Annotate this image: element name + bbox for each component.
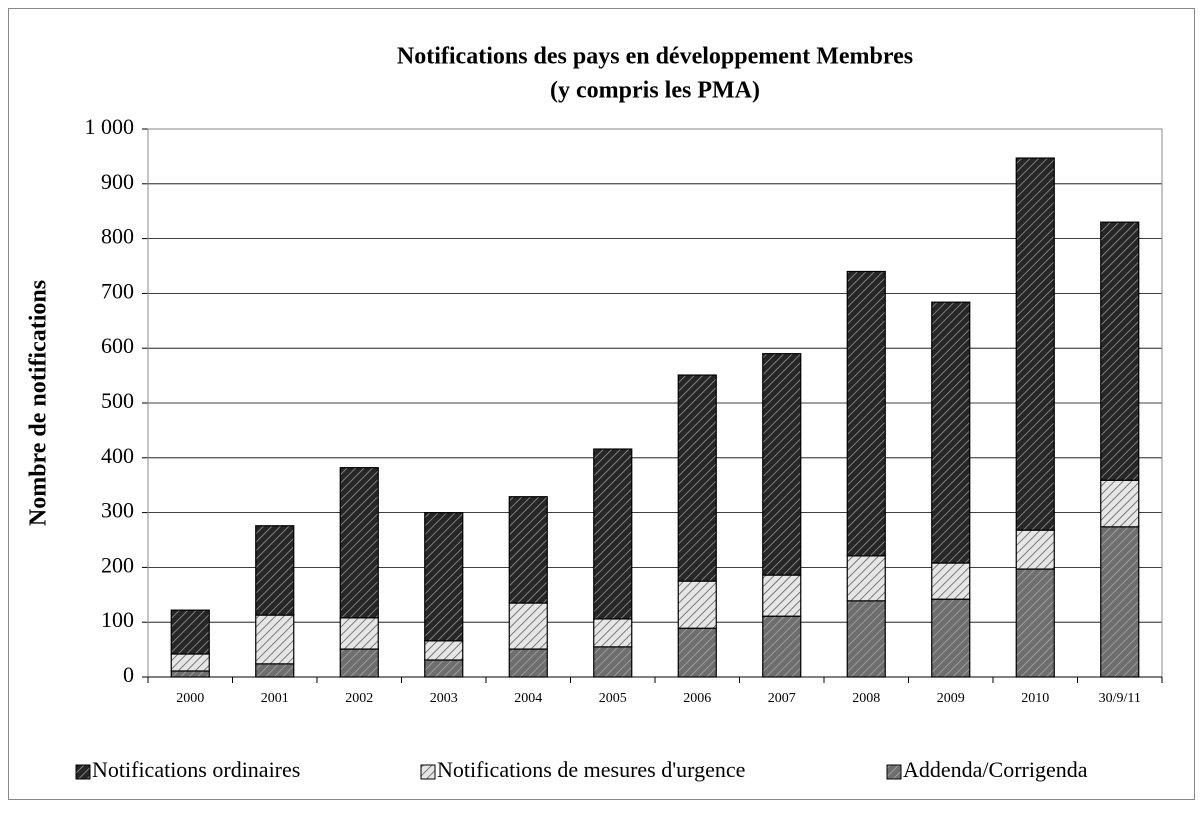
legend-swatch	[886, 764, 902, 780]
bar-segment	[1100, 526, 1140, 678]
x-tick-label: 2004	[514, 691, 542, 706]
bar-segment	[255, 663, 295, 678]
y-axis-label: Nombre de notifications	[26, 280, 52, 526]
bar-segment	[593, 448, 633, 620]
bar-segment	[170, 609, 210, 655]
x-tick-label: 2006	[683, 691, 711, 706]
bar-segment	[508, 496, 548, 604]
y-tick-label: 500	[101, 388, 134, 413]
legend-swatch	[420, 764, 436, 780]
x-tick-label: 2009	[937, 691, 965, 706]
y-tick-label: 300	[101, 498, 134, 523]
bar-segment	[762, 615, 802, 678]
legend-label: Addenda/Corrigenda	[903, 757, 1088, 782]
bar-segment	[931, 562, 971, 600]
bar-segment	[762, 574, 802, 617]
legend-label: Notifications ordinaires	[92, 757, 300, 782]
bar-segment	[593, 618, 633, 648]
y-tick-label: 600	[101, 333, 134, 358]
y-tick-label: 200	[101, 552, 134, 577]
chart-title: Notifications des pays en développement …	[397, 44, 913, 70]
bar-segment	[255, 614, 295, 665]
bar-segment	[1100, 479, 1140, 528]
bar-segment	[339, 467, 379, 619]
bar-segment	[508, 648, 548, 678]
bar-segment	[846, 270, 886, 557]
y-tick-label: 700	[101, 278, 134, 303]
x-tick-label: 2001	[261, 691, 289, 706]
bar-segment	[170, 653, 210, 672]
bar-segment	[1015, 529, 1055, 570]
bar-segment	[424, 511, 464, 642]
bar-segment	[339, 617, 379, 650]
bar-segment	[508, 602, 548, 650]
bar-segment	[677, 627, 717, 678]
x-tick-label: 2002	[345, 691, 373, 706]
legend-label: Notifications de mesures d'urgence	[437, 757, 745, 782]
bar-segment	[846, 555, 886, 602]
x-tick-label: 2005	[599, 691, 627, 706]
bar-segment	[931, 598, 971, 678]
bar-segment	[677, 580, 717, 629]
y-tick-label: 400	[101, 443, 134, 468]
y-tick-label: 800	[101, 224, 134, 249]
bar-segment	[593, 646, 633, 678]
bar-segment	[424, 659, 464, 678]
bar-segment	[1015, 157, 1055, 531]
bar-segment	[677, 374, 717, 582]
x-tick-label: 2003	[430, 691, 458, 706]
x-tick-label: 2010	[1021, 691, 1049, 706]
bar-segment	[1100, 221, 1140, 481]
x-tick-label: 2008	[852, 691, 880, 706]
bar-segment	[170, 670, 210, 678]
bar-segment	[339, 648, 379, 678]
x-tick-label: 2007	[768, 691, 796, 706]
x-tick-label: 2000	[176, 691, 204, 706]
bar-segment	[846, 600, 886, 678]
bar-segment	[762, 353, 802, 576]
chart-subtitle: (y compris les PMA)	[550, 78, 760, 104]
x-tick-label: 30/9/11	[1099, 691, 1141, 706]
y-tick-label: 900	[101, 169, 134, 194]
bar-segment	[255, 525, 295, 616]
bar-segment	[1015, 568, 1055, 678]
y-tick-label: 1 000	[85, 114, 135, 139]
y-tick-label: 100	[101, 607, 134, 632]
bar-segment	[424, 640, 464, 661]
y-tick-label: 0	[123, 662, 134, 687]
legend-swatch	[75, 764, 91, 780]
bar-segment	[931, 301, 971, 564]
